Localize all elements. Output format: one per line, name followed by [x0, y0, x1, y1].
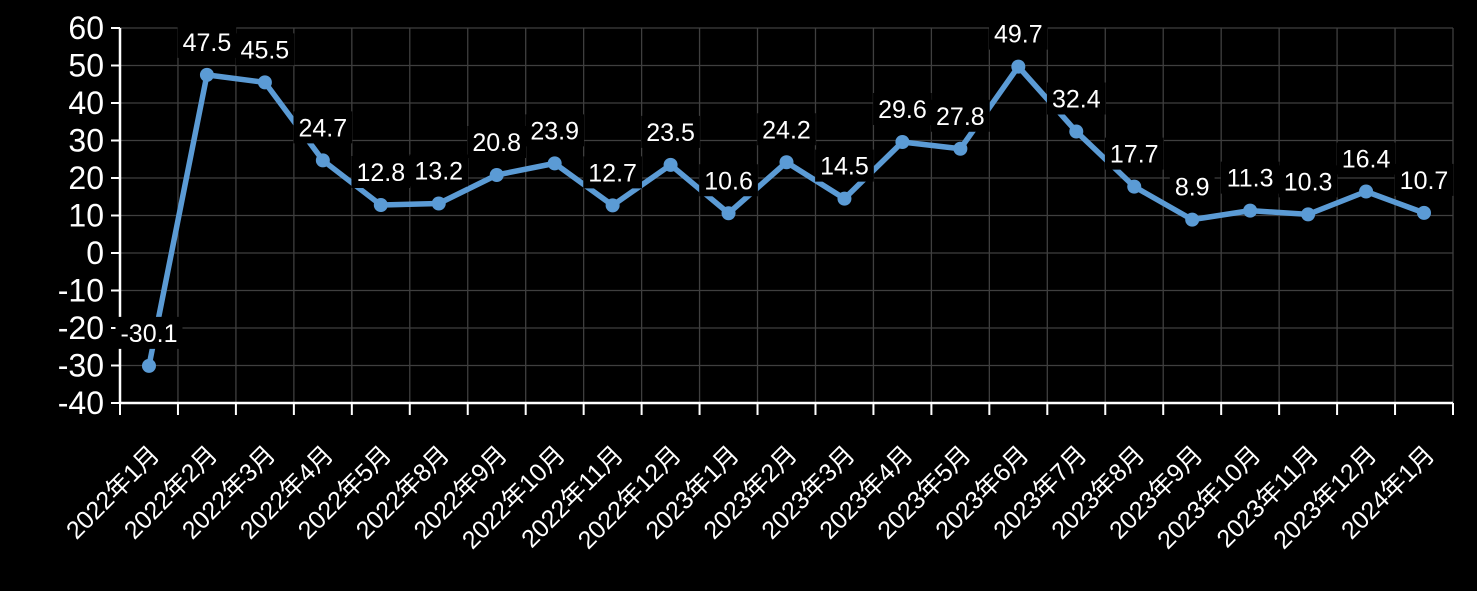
- data-label: 16.4: [1342, 146, 1391, 174]
- data-point-marker: [1011, 59, 1026, 74]
- data-point-marker: [895, 135, 910, 149]
- data-label-bg: [1278, 165, 1338, 198]
- data-label: 10.6: [704, 167, 753, 195]
- data-label-bg: [757, 113, 816, 146]
- data-label-bg: [177, 25, 237, 58]
- data-label: 17.7: [1110, 141, 1159, 169]
- data-label-bg: [815, 149, 874, 182]
- data-label: 13.2: [414, 158, 463, 186]
- data-label-bg: [409, 154, 469, 187]
- data-label: 8.9: [1175, 174, 1210, 202]
- data-point-marker: [373, 198, 388, 212]
- y-tick-label: -10: [58, 273, 104, 309]
- data-label: -30.1: [120, 320, 177, 348]
- y-tick-label: -40: [58, 385, 104, 421]
- data-label-bg: [1220, 161, 1280, 194]
- data-label-bg: [1394, 163, 1454, 196]
- data-point-marker: [837, 191, 852, 206]
- data-point-marker: [779, 155, 794, 170]
- data-label-bg: [583, 156, 642, 189]
- y-tick-label: 50: [68, 48, 104, 84]
- data-point-marker: [1301, 207, 1316, 222]
- data-point-marker: [141, 358, 156, 373]
- y-tick-label: 40: [68, 85, 104, 121]
- y-tick-label: 60: [68, 10, 104, 46]
- data-label: 12.8: [356, 159, 405, 187]
- data-point-marker: [489, 168, 504, 182]
- data-label-bg: [641, 115, 700, 148]
- data-point-marker: [431, 196, 446, 211]
- data-label: 11.3: [1227, 165, 1274, 193]
- data-point-marker: [721, 206, 736, 221]
- data-point-marker: [1243, 203, 1258, 218]
- data-point-marker: [315, 153, 330, 168]
- y-tick-label: -20: [58, 310, 104, 346]
- data-point-marker: [547, 156, 562, 171]
- data-label-bg: [1336, 142, 1396, 175]
- data-label-bg: [873, 93, 932, 125]
- data-point-marker: [199, 67, 214, 82]
- y-tick-label: 0: [86, 235, 104, 271]
- data-label: 20.8: [472, 129, 521, 157]
- data-point-marker: [1185, 212, 1200, 227]
- data-label: 32.4: [1052, 86, 1101, 114]
- data-label: 12.7: [588, 159, 637, 187]
- data-label-bg: [1104, 137, 1164, 170]
- data-point-marker: [1069, 124, 1084, 139]
- data-label: 10.3: [1284, 168, 1333, 196]
- data-label-bg: [525, 114, 584, 147]
- data-point-marker: [663, 157, 678, 172]
- data-label: 24.7: [299, 114, 348, 142]
- data-point-marker: [953, 141, 968, 156]
- data-label-bg: [989, 17, 1048, 50]
- data-label-bg: [1169, 170, 1215, 203]
- data-label: 23.5: [646, 119, 695, 147]
- data-label-bg: [115, 316, 183, 349]
- data-label-bg: [699, 164, 758, 197]
- data-label: 27.8: [936, 103, 985, 131]
- data-label: 47.5: [183, 29, 232, 57]
- data-label: 14.5: [820, 153, 869, 181]
- data-point-marker: [605, 198, 620, 213]
- data-point-marker: [1359, 184, 1374, 199]
- data-point-marker: [1127, 179, 1142, 194]
- data-label-bg: [931, 99, 990, 132]
- data-label-bg: [351, 156, 411, 188]
- data-label: 24.2: [762, 116, 811, 144]
- data-point-marker: [1417, 205, 1432, 220]
- data-label: 45.5: [241, 36, 290, 64]
- y-tick-label: 30: [68, 123, 104, 159]
- y-tick-label: 10: [68, 198, 104, 234]
- data-label: 29.6: [878, 96, 927, 124]
- data-label: 10.7: [1400, 167, 1449, 195]
- data-label-bg: [467, 126, 527, 158]
- y-tick-label: 20: [68, 160, 104, 196]
- y-tick-label: -30: [58, 348, 104, 384]
- data-label: 49.7: [994, 21, 1043, 49]
- data-label-bg: [293, 111, 353, 144]
- data-label-bg: [235, 33, 295, 66]
- data-label: 23.9: [530, 117, 579, 145]
- data-point-marker: [257, 75, 272, 90]
- data-label-bg: [1046, 82, 1106, 115]
